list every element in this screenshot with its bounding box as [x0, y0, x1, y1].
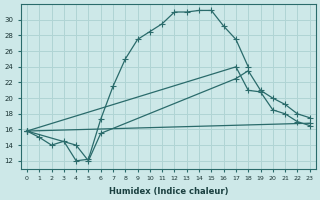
X-axis label: Humidex (Indice chaleur): Humidex (Indice chaleur) [108, 187, 228, 196]
